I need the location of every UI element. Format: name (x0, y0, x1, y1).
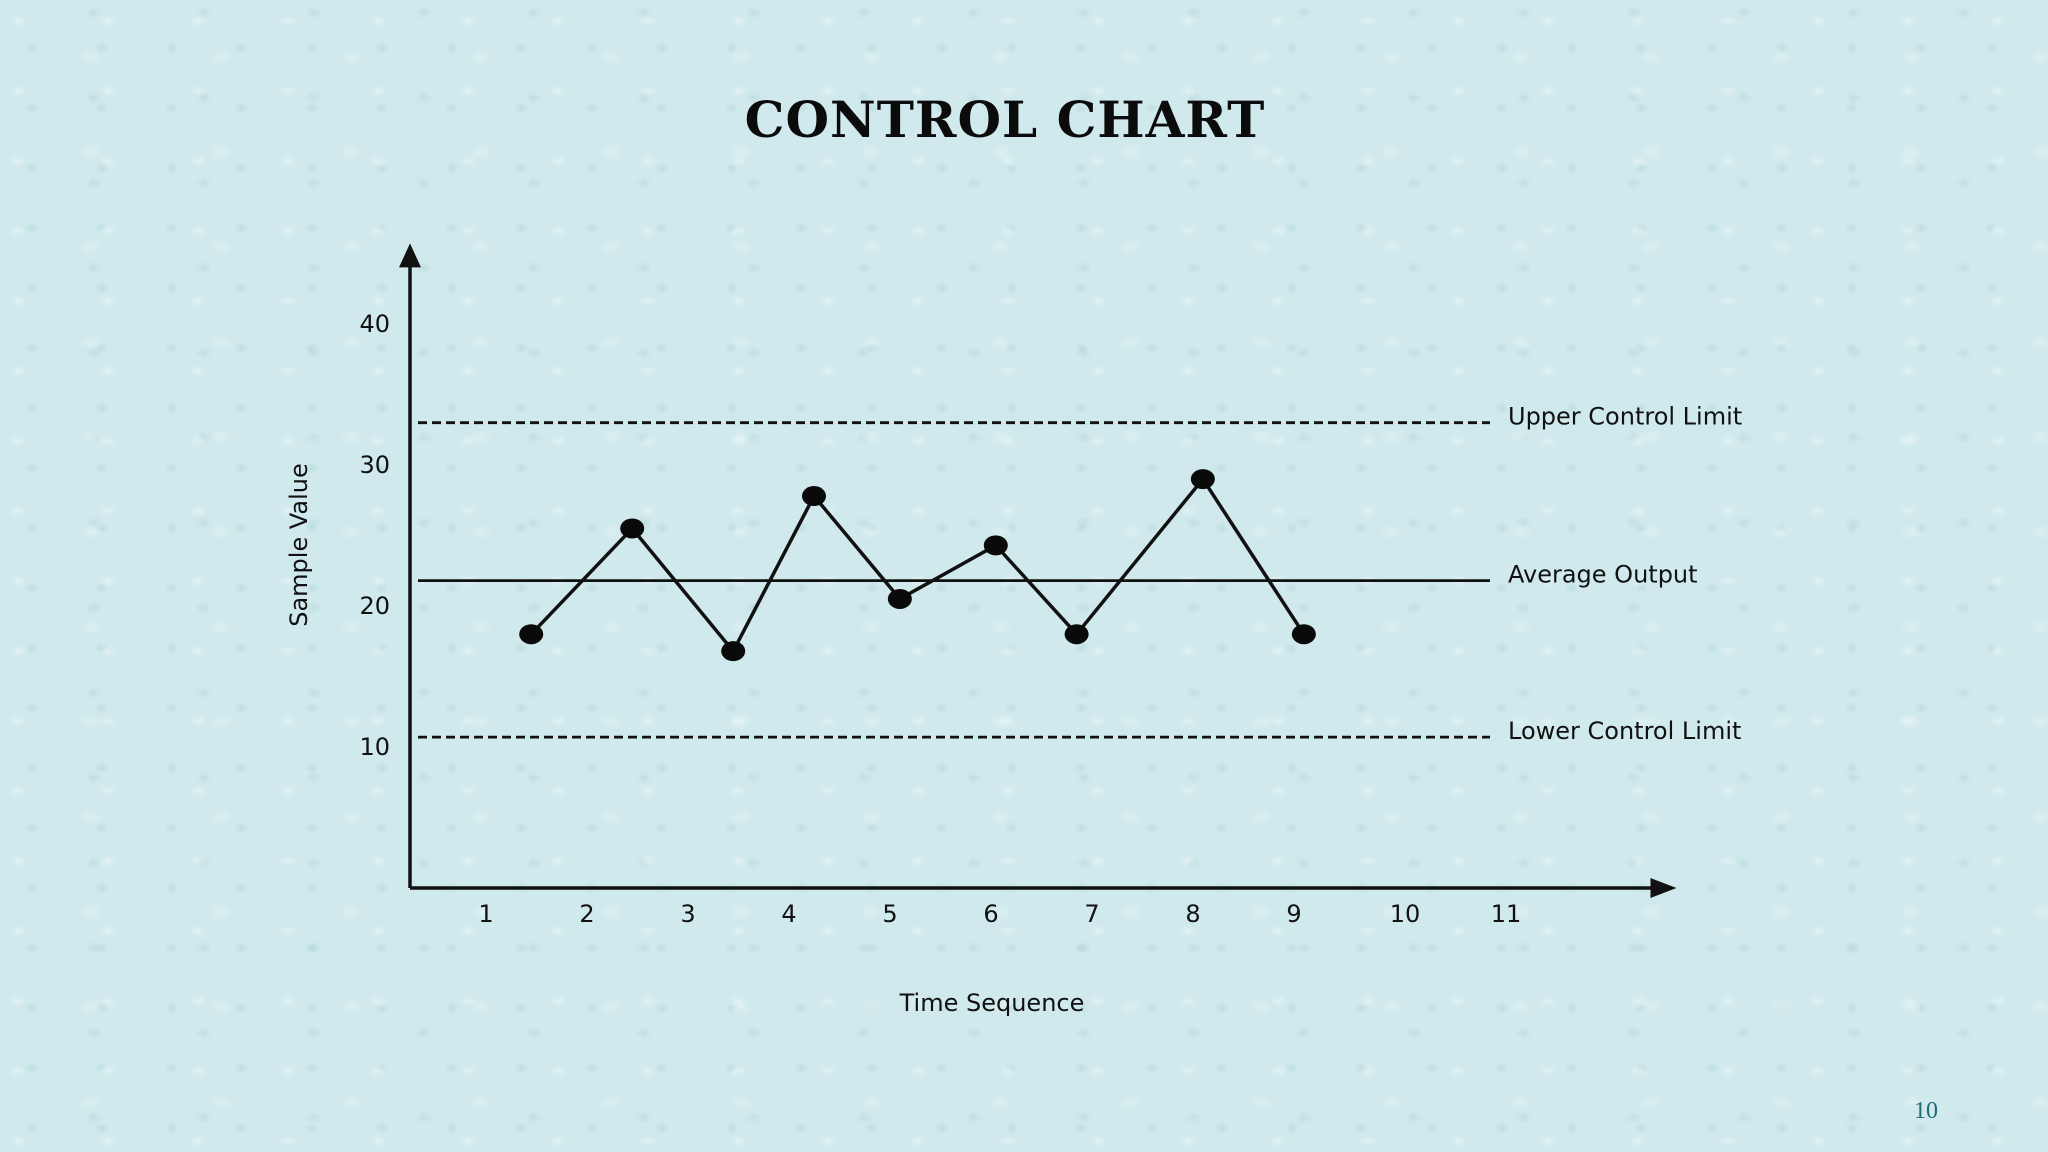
x-tick-label: 6 (983, 900, 998, 928)
x-axis-label: Time Sequence (899, 989, 1085, 1017)
x-tick-label: 8 (1185, 900, 1200, 928)
reference-line-label: Average Output (1508, 561, 1698, 589)
slide-title: CONTROL CHART (744, 90, 1266, 149)
x-tick-label: 1 (478, 900, 493, 928)
x-tick-label: 10 (1390, 900, 1421, 928)
y-axis-arrow-icon (399, 243, 421, 268)
chart-labels: Time Sequence Sample Value (285, 463, 1084, 1017)
x-tick-label: 7 (1084, 900, 1099, 928)
y-tick-label: 30 (359, 451, 390, 479)
y-tick-label: 40 (359, 310, 390, 338)
x-tick-label: 2 (579, 900, 594, 928)
x-tick-label: 4 (781, 900, 796, 928)
y-tick-label: 10 (359, 733, 390, 761)
y-axis-label: Sample Value (285, 463, 313, 627)
data-point (802, 486, 826, 507)
data-point (887, 588, 912, 609)
data-point (519, 624, 544, 645)
reference-lines: Upper Control Limit Average Output Lower C… (418, 403, 1742, 745)
x-axis-arrow-icon (1650, 878, 1677, 898)
x-tick-label: 9 (1286, 900, 1301, 928)
reference-line-label: Lower Control Limit (1508, 717, 1741, 745)
reference-line-label: Upper Control Limit (1508, 403, 1742, 431)
x-tick-label: 11 (1491, 900, 1522, 928)
y-tick-label: 20 (359, 592, 390, 620)
page-number: 10 (1914, 1098, 1938, 1124)
data-series (519, 469, 1316, 662)
data-point (721, 641, 746, 662)
chart-axes: 1 2 3 4 5 6 7 8 9 10 11 10 20 30 40 (359, 243, 1677, 928)
data-point (1291, 624, 1316, 645)
series-line (529, 476, 1306, 655)
x-tick-label: 3 (680, 900, 695, 928)
data-point (1064, 624, 1089, 645)
x-tick-label: 5 (882, 900, 897, 928)
data-point (1190, 469, 1215, 490)
data-point (620, 518, 645, 539)
data-point (983, 535, 1008, 556)
